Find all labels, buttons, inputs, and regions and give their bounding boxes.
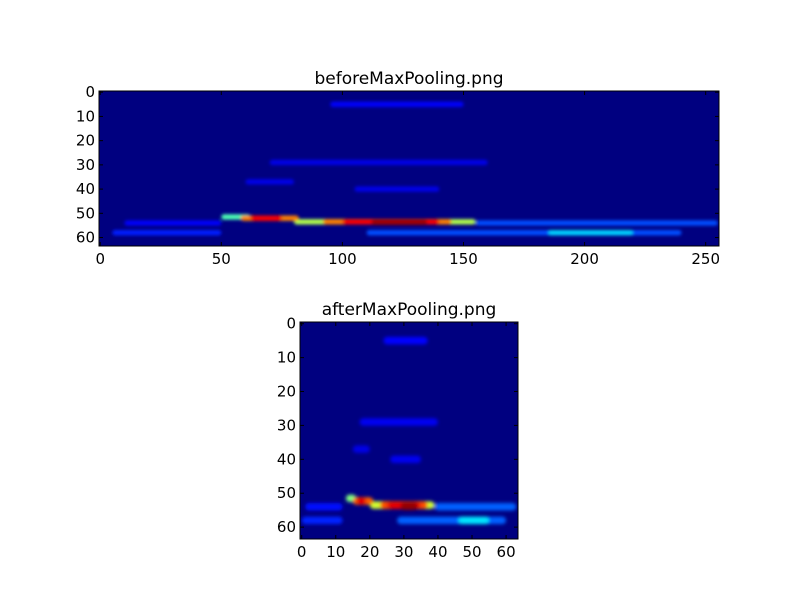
- heatmap-feature: [383, 336, 428, 345]
- x-tick-label: 0: [297, 543, 307, 561]
- heatmap-feature: [112, 230, 222, 236]
- chart-title: beforeMaxPooling.png: [314, 69, 503, 89]
- x-tick-label: 60: [497, 543, 516, 561]
- heatmap-feature: [366, 230, 682, 236]
- x-tick-label: 20: [360, 543, 379, 561]
- x-tick-label: 30: [394, 543, 413, 561]
- heatmap-feature: [458, 516, 490, 525]
- y-tick-label: 30: [76, 156, 95, 174]
- heatmap-feature: [371, 219, 428, 225]
- heatmap-feature: [356, 497, 367, 505]
- x-tick-label: 40: [428, 543, 447, 561]
- heatmap-feature: [124, 220, 222, 226]
- y-tick-label: 60: [277, 518, 296, 536]
- heatmap-feature: [359, 418, 438, 426]
- axes-frame: [98, 90, 720, 247]
- heatmap-image: [99, 91, 719, 246]
- x-tick-label: 100: [328, 250, 357, 268]
- heatmap-features: [112, 101, 718, 236]
- y-tick-label: 10: [277, 349, 296, 367]
- y-tick-label: 0: [85, 83, 95, 101]
- heatmap-feature: [330, 101, 464, 107]
- heatmap-image: [300, 322, 518, 539]
- y-tick-label: 0: [286, 315, 296, 333]
- heatmap-feature: [548, 230, 634, 236]
- x-tick-label: 50: [462, 543, 481, 561]
- heatmap-feature: [397, 516, 507, 525]
- x-tick-label: 200: [570, 250, 599, 268]
- heatmap-feature: [269, 159, 488, 166]
- heatmap-feature: [352, 445, 370, 453]
- y-tick-label: 20: [76, 132, 95, 150]
- y-tick-label: 50: [76, 204, 95, 222]
- x-tick-label: 150: [449, 250, 478, 268]
- heatmap-feature: [250, 215, 282, 221]
- heatmap-feature: [354, 186, 440, 192]
- heatmap-feature: [305, 503, 343, 511]
- y-tick-label: 10: [76, 107, 95, 125]
- heatmap-feature: [301, 516, 343, 525]
- x-tick-label: 0: [95, 250, 105, 268]
- heatmap-features: [301, 336, 517, 525]
- y-tick-label: 40: [76, 180, 95, 198]
- x-tick-label: 10: [326, 543, 345, 561]
- y-tick-label: 20: [277, 383, 296, 401]
- heatmap-feature: [390, 455, 421, 464]
- heatmap-feature: [475, 220, 718, 226]
- heatmap-feature: [400, 502, 418, 510]
- x-tick-label: 50: [212, 250, 231, 268]
- y-tick-label: 40: [277, 450, 296, 468]
- x-tick-label: 250: [691, 250, 720, 268]
- y-tick-label: 60: [76, 229, 95, 247]
- y-tick-label: 30: [277, 416, 296, 434]
- heatmap-feature: [245, 179, 294, 185]
- y-tick-label: 50: [277, 484, 296, 502]
- heatmap-axes-1: 0 50 100 150 200 250 0 10 20 30 40 50 60 beforeMaxPoo…: [76, 69, 720, 268]
- heatmap-axes-2: 0 10 20 30 40 50 600102030405060afterMaxPoolin…: [277, 300, 519, 561]
- heatmap-feature: [434, 503, 517, 511]
- chart-title: afterMaxPooling.png: [322, 300, 497, 320]
- axes-frame: [299, 321, 519, 540]
